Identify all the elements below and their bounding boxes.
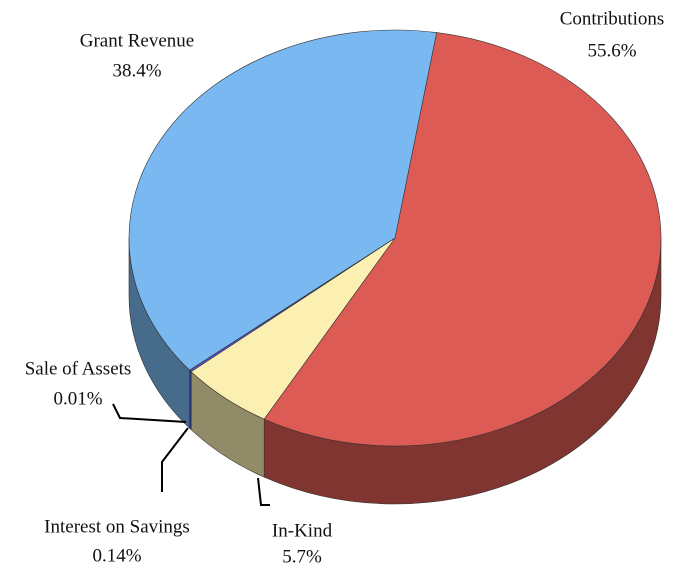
- leader-line: [161, 427, 189, 492]
- value-label: 38.4%: [112, 60, 161, 81]
- value-label: 5.7%: [282, 546, 322, 567]
- leader-lines: [112, 403, 270, 506]
- value-label: 0.14%: [92, 545, 141, 566]
- slice: [263, 32, 662, 447]
- value-label: 0.01%: [53, 388, 102, 409]
- leader-line: [257, 477, 270, 506]
- slice-label: Grant Revenue: [80, 30, 194, 51]
- leader-line: [112, 403, 187, 423]
- slice-label: Sale of Assets: [25, 358, 132, 379]
- slice-label: Contributions: [560, 8, 665, 29]
- slice-label: Interest on Savings: [44, 516, 190, 537]
- pie: [128, 29, 662, 505]
- slice: [128, 29, 437, 371]
- value-label: 55.6%: [587, 40, 636, 61]
- slice-label: In-Kind: [272, 520, 333, 541]
